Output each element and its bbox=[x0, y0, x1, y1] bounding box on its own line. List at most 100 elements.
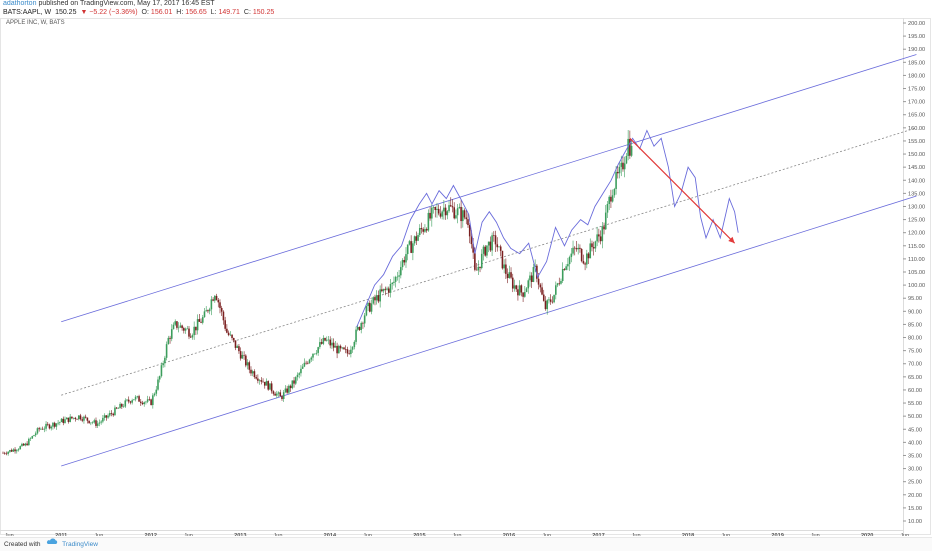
candle-body bbox=[214, 295, 216, 301]
candle-body bbox=[444, 207, 447, 216]
candle-body bbox=[150, 399, 152, 406]
author-link[interactable]: adathorton bbox=[3, 0, 37, 7]
candle-body bbox=[288, 385, 290, 393]
candle-body bbox=[258, 380, 261, 381]
candle-body bbox=[398, 275, 400, 277]
ticker-line: BATS:AAPL, W 150.25 ▼ −5.22 (−3.36%) O: 1… bbox=[3, 9, 903, 18]
tradingview-brand[interactable]: TradingView bbox=[62, 540, 98, 548]
candle-body bbox=[617, 171, 619, 174]
candle-body bbox=[527, 280, 530, 289]
candle-body bbox=[377, 295, 380, 302]
candle-body bbox=[401, 259, 404, 268]
candle-body bbox=[375, 295, 378, 301]
candle-body bbox=[396, 276, 399, 278]
time-tick-label: Jun bbox=[94, 533, 103, 536]
candle-body bbox=[343, 347, 345, 350]
price-tick-label: 125.00 bbox=[908, 218, 925, 224]
candle-body bbox=[255, 377, 257, 379]
candle-body bbox=[386, 288, 388, 290]
candle-body bbox=[143, 402, 146, 405]
price-tick-label: 185.00 bbox=[908, 60, 925, 66]
candle-body bbox=[286, 388, 288, 393]
time-tick-label: Jun bbox=[632, 533, 641, 536]
channel-upper-line bbox=[61, 54, 917, 323]
candle-body bbox=[183, 328, 185, 331]
time-tick-label: 2016 bbox=[503, 533, 515, 536]
candle-body bbox=[565, 266, 567, 270]
candle-body bbox=[79, 415, 82, 420]
candle-body bbox=[393, 281, 395, 283]
candle-body bbox=[103, 415, 106, 418]
candle-body bbox=[60, 418, 63, 423]
candle-body bbox=[262, 381, 264, 383]
price-tick-label: 145.00 bbox=[908, 165, 925, 171]
candle-body bbox=[267, 381, 270, 390]
time-tick-label: 2015 bbox=[413, 533, 425, 536]
candle-body bbox=[446, 211, 449, 216]
time-tick-label: Jun bbox=[542, 533, 551, 536]
candle-body bbox=[496, 244, 499, 248]
time-tick-label: Jun bbox=[273, 533, 282, 536]
candle-body bbox=[536, 265, 538, 279]
candle-body bbox=[325, 339, 328, 341]
candle-body bbox=[257, 378, 259, 381]
candle-body bbox=[591, 243, 593, 248]
candle-body bbox=[3, 452, 6, 454]
candle-body bbox=[448, 205, 450, 212]
candle-body bbox=[276, 393, 278, 396]
candle-body bbox=[17, 449, 20, 451]
candle-body bbox=[603, 226, 605, 230]
candle-body bbox=[217, 299, 220, 303]
candle-body bbox=[90, 422, 92, 424]
price-tick-label: 75.00 bbox=[908, 349, 922, 355]
candle-body bbox=[67, 417, 70, 422]
candle-body bbox=[494, 235, 497, 245]
candle-body bbox=[174, 321, 177, 325]
price-tick-label: 60.00 bbox=[908, 388, 922, 394]
candle-body bbox=[301, 366, 304, 369]
candle-body bbox=[403, 259, 406, 263]
candle-body bbox=[76, 419, 78, 420]
time-tick-label: Jun bbox=[453, 533, 462, 536]
candle-body bbox=[24, 443, 27, 446]
candle-body bbox=[245, 355, 247, 366]
candle-body bbox=[355, 329, 357, 342]
candle-body bbox=[114, 407, 116, 416]
candle-body bbox=[560, 280, 562, 284]
candle-body bbox=[277, 392, 280, 394]
candle-body bbox=[265, 381, 268, 386]
candle-body bbox=[146, 399, 149, 402]
candle-body bbox=[260, 380, 263, 382]
candle-body bbox=[432, 207, 435, 208]
candle-body bbox=[413, 236, 416, 244]
candle-body bbox=[157, 379, 159, 390]
candle-body bbox=[541, 287, 543, 295]
candle-body bbox=[34, 433, 37, 436]
price-chart[interactable]: 10.00 15.00 20.00 25.00 30.00 35.00 40.00 45.00… bbox=[0, 18, 932, 536]
candle-body bbox=[336, 345, 338, 354]
candle-body bbox=[608, 196, 610, 204]
candle-body bbox=[105, 415, 108, 418]
candle-body bbox=[205, 310, 208, 312]
open-label: O: bbox=[141, 8, 149, 16]
candle-body bbox=[339, 345, 342, 349]
candle-body bbox=[324, 337, 326, 341]
candle-body bbox=[289, 385, 292, 389]
candle-body bbox=[48, 424, 51, 429]
candle-body bbox=[372, 297, 375, 304]
candle-body bbox=[379, 289, 381, 302]
last-price: 150.25 bbox=[55, 8, 77, 16]
candle-body bbox=[369, 302, 371, 312]
candle-body bbox=[294, 377, 297, 384]
candle-body bbox=[613, 188, 616, 196]
candle-body bbox=[563, 269, 566, 270]
candle-body bbox=[133, 399, 135, 401]
candle-body bbox=[587, 253, 590, 259]
publish-line: adathorton published on TradingView.com,… bbox=[3, 0, 903, 9]
price-tick-label: 200.00 bbox=[908, 21, 925, 27]
close-value: 150.25 bbox=[252, 8, 275, 16]
channel-lower-line bbox=[61, 195, 917, 467]
time-tick-label: 2014 bbox=[324, 533, 337, 536]
candle-body bbox=[434, 207, 437, 211]
candle-body bbox=[427, 212, 430, 231]
